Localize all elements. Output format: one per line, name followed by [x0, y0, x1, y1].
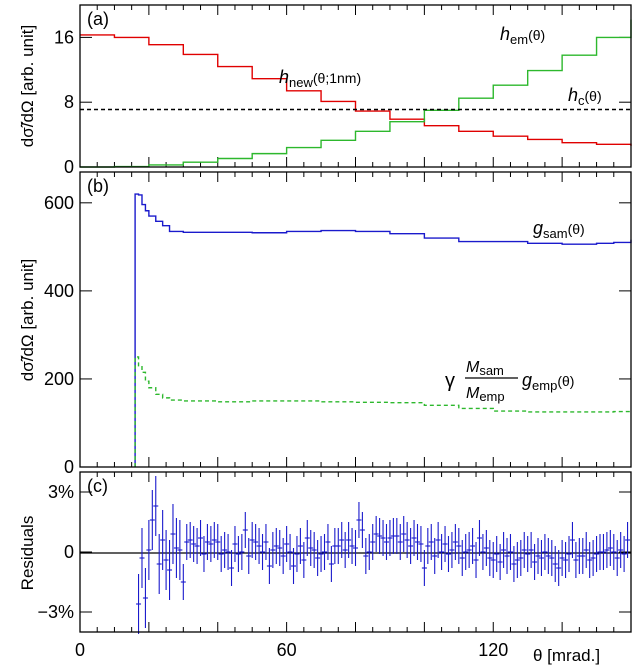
series-line-h_new(θ;1nm)	[80, 34, 632, 146]
panel-b-frame	[79, 171, 632, 468]
panel-c-ylabel: Residuals	[18, 516, 37, 591]
g-sam-label: gsam(θ)	[533, 218, 585, 241]
fraction-denominator: Memp	[466, 385, 505, 404]
h-c-label: hc(θ)	[568, 85, 602, 108]
h-em-label: hem(θ)	[500, 24, 545, 47]
panel-b-series	[134, 193, 632, 467]
panel-b-label: (b)	[87, 176, 109, 196]
x-tick-label: 0	[75, 640, 85, 660]
series-line-h_em(θ)	[80, 19, 632, 168]
panel-a-series	[80, 19, 632, 168]
h-new-label: hnew(θ;1nm)	[279, 67, 361, 90]
panel-a-label: (a)	[87, 9, 109, 29]
g-emp-label: γ Msam Memp gemp(θ)	[445, 359, 574, 404]
panel-c: −3% 0 3% (c) Residuals	[18, 471, 632, 634]
y-tick-label: 400	[44, 281, 74, 301]
y-tick-label: 3%	[48, 482, 74, 502]
panel-b-ticks: 0 200 400 600	[44, 172, 632, 477]
x-tick-label: 120	[478, 640, 508, 660]
panel-c-frame	[79, 471, 632, 633]
x-tick-label: 60	[277, 640, 297, 660]
fraction-numerator: Msam	[466, 359, 504, 378]
panel-c-label: (c)	[87, 476, 108, 496]
y-tick-label: 600	[44, 193, 74, 213]
panel-a: 0 8 16 (a) hnew(θ;1nm) hem(θ) hc(θ) dσ̃/dΩ…	[18, 4, 632, 177]
y-tick-label: 0	[64, 157, 74, 177]
x-axis-title: θ [mrad.]	[533, 646, 600, 665]
y-tick-label: 0	[64, 457, 74, 477]
panel-b-ylabel: dσ̃/dΩ [arb. unit]	[18, 259, 37, 381]
panel-a-frame	[79, 4, 632, 168]
series-line-g_sam(θ)	[134, 193, 632, 467]
g-emp-term: gemp(θ)	[522, 370, 574, 393]
y-tick-label: 0	[64, 542, 74, 562]
panel-b: 0 200 400 600 (b) gsam(θ) γ Msam Memp gemp(…	[18, 171, 632, 477]
panel-c-points	[136, 476, 631, 634]
y-tick-label: 8	[64, 92, 74, 112]
x-tick-labels: 0 60 120	[75, 640, 508, 660]
y-tick-label: 16	[54, 27, 74, 47]
panel-a-ylabel: dσ̃/dΩ [arb. unit]	[18, 25, 37, 147]
y-tick-label: 200	[44, 369, 74, 389]
gamma-symbol: γ	[445, 370, 455, 392]
y-tick-label: −3%	[37, 602, 74, 622]
